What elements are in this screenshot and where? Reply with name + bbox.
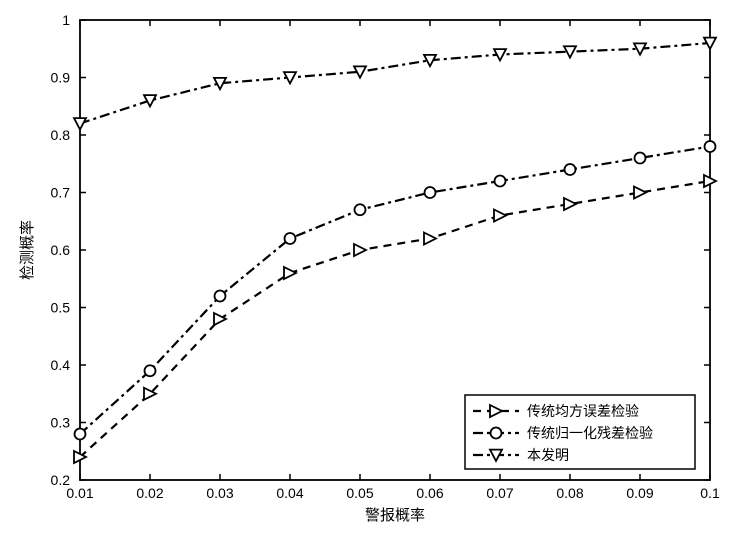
y-tick-label: 0.6 bbox=[51, 242, 71, 258]
y-tick-label: 0.7 bbox=[51, 185, 71, 201]
legend-label: 传统均方误差检验 bbox=[527, 404, 639, 420]
y-tick-label: 0.4 bbox=[51, 357, 71, 373]
legend: 传统均方误差检验传统归一化残差检验本发明 bbox=[465, 395, 695, 469]
y-tick-label: 0.2 bbox=[51, 472, 71, 488]
y-tick-label: 0.8 bbox=[51, 127, 71, 143]
y-tick-label: 1 bbox=[62, 12, 70, 28]
y-tick-label: 0.9 bbox=[51, 70, 71, 86]
x-tick-label: 0.08 bbox=[556, 485, 583, 501]
y-tick-label: 0.3 bbox=[51, 415, 71, 431]
y-tick-label: 0.5 bbox=[51, 300, 71, 316]
x-tick-label: 0.05 bbox=[346, 485, 373, 501]
x-tick-label: 0.06 bbox=[416, 485, 443, 501]
line-chart: 0.01 0.02 0.03 0.04 0.05 0.06 0.07 0.08 0.09 0.1 0… bbox=[0, 0, 730, 535]
x-tick-label: 0.04 bbox=[276, 485, 303, 501]
y-axis-label: 检测概率 bbox=[19, 220, 36, 280]
x-tick-label: 0.01 bbox=[66, 485, 93, 501]
x-tick-label: 0.02 bbox=[136, 485, 163, 501]
x-tick-label: 0.07 bbox=[486, 485, 513, 501]
x-tick-label: 0.03 bbox=[206, 485, 233, 501]
x-tick-label: 0.1 bbox=[700, 485, 720, 501]
x-axis-label: 警报概率 bbox=[365, 507, 425, 524]
legend-label: 本发明 bbox=[527, 448, 569, 464]
x-tick-label: 0.09 bbox=[626, 485, 653, 501]
legend-label: 传统归一化残差检验 bbox=[527, 425, 653, 442]
